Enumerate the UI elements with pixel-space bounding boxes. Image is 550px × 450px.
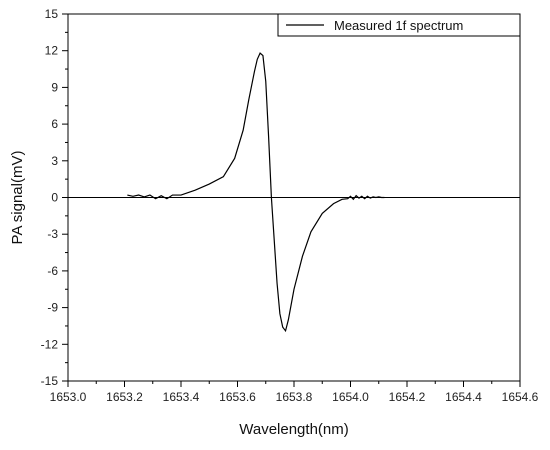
x-axis-title: Wavelength(nm) [239,421,348,438]
x-tick-label: 1654.2 [389,390,426,404]
y-tick-label: 12 [45,44,59,58]
x-tick-label: 1654.0 [332,390,369,404]
series-line-measured-1f-spectrum [127,52,385,333]
legend-label: Measured 1f spectrum [334,18,463,33]
y-tick-label: 9 [51,80,58,94]
x-axis: 1653.0 1653.2 1653.4 1653.6 1653.8 1654.0 1654… [50,381,539,404]
x-tick-label: 1653.8 [276,390,313,404]
y-tick-label: 3 [51,154,58,168]
y-tick-label: -3 [47,227,58,241]
y-axis-title: PA signal(mV) [9,151,26,245]
y-tick-label: 6 [51,117,58,131]
x-tick-label: 1654.4 [445,390,482,404]
x-tick-label: 1653.4 [163,390,200,404]
y-tick-label: -12 [41,337,59,351]
x-tick-label: 1653.2 [106,390,143,404]
y-tick-label: -6 [47,264,58,278]
y-tick-label: -9 [47,301,58,315]
x-tick-label: 1654.6 [502,390,539,404]
x-tick-label: 1653.0 [50,390,87,404]
y-tick-label: 15 [45,7,59,21]
y-tick-label: -15 [41,374,59,388]
y-tick-label: 0 [51,191,58,205]
y-axis: -15 -12 -9 -6 -3 0 3 6 9 12 15 [41,7,68,388]
legend: Measured 1f spectrum [277,13,521,37]
x-tick-label: 1653.6 [219,390,256,404]
legend-box [277,13,521,37]
